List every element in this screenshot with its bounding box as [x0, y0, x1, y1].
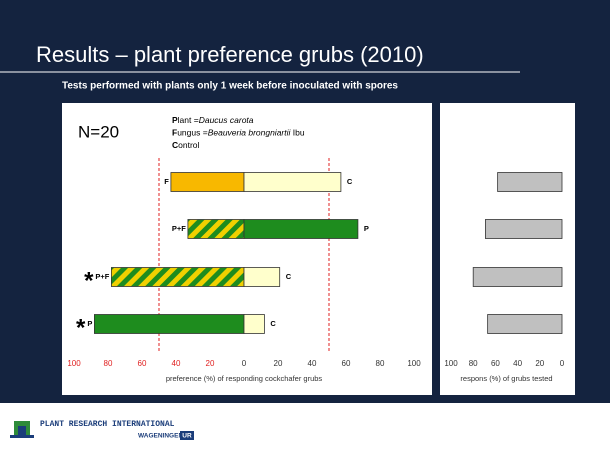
bar-label-right: C [286, 272, 292, 281]
x-axis-label: respons (%) of grubs tested [460, 374, 552, 383]
sample-size: N=20 [78, 122, 119, 141]
x-tick-label: 60 [342, 359, 351, 368]
x-axis-label: preference (%) of responding cockchafer … [166, 374, 323, 383]
significance-mark: * [84, 267, 94, 294]
bar-label-right: C [270, 319, 276, 328]
bar-right [243, 267, 281, 287]
ur: UR [182, 433, 192, 440]
x-tick-label: 60 [491, 359, 500, 368]
bar-label-right: C [347, 177, 353, 186]
footer-band [0, 403, 610, 461]
legend-bold: F [172, 128, 177, 138]
bar [485, 219, 563, 239]
x-tick-label: 0 [242, 359, 247, 368]
university: WAGENINGEN [138, 433, 183, 440]
x-tick-label: 20 [206, 359, 215, 368]
logo: PLANT RESEARCH INTERNATIONAL WAGENINGEN … [10, 420, 194, 440]
bar-right [243, 172, 342, 192]
legend-entry: Plant =Daucus carota [172, 115, 254, 125]
legend-text: ungus = [177, 128, 208, 138]
x-tick-label: 40 [172, 359, 181, 368]
legend-bold: P [172, 115, 178, 125]
subtitle: Tests performed with plants only 1 week … [62, 81, 398, 92]
bar-label-right: P [364, 224, 369, 233]
x-tick-label: 80 [469, 359, 478, 368]
legend-entry: Control [172, 140, 200, 150]
bar-left [111, 267, 245, 287]
bar-label-left: P+F [95, 272, 109, 281]
logo-base [10, 435, 34, 438]
right-panel [440, 103, 575, 395]
bar-right [243, 219, 359, 239]
legend-italic: Daucus carota [199, 115, 254, 125]
bar-left [94, 314, 245, 334]
x-tick-label: 0 [560, 359, 565, 368]
legend: Plant =Daucus carota Fungus =Beauveria br… [172, 115, 305, 150]
x-tick-label: 100 [67, 359, 81, 368]
bar-left [187, 219, 245, 239]
x-tick-label: 20 [535, 359, 544, 368]
plot: 100 80 60 40 20 0 20 40 60 80 100 preference (%) of… [67, 158, 565, 383]
bar-label-left: P [87, 319, 92, 328]
logo-icon-inner [18, 426, 26, 435]
significance-mark: * [76, 314, 86, 341]
bar-label-left: F [164, 177, 169, 186]
bar-label-left: P+F [172, 224, 186, 233]
legend-tail: Ibu [290, 128, 304, 138]
x-tick-label: 60 [138, 359, 147, 368]
slide-title: Results – plant preference grubs (2010) [36, 42, 424, 67]
x-tick-label: 40 [308, 359, 317, 368]
bar [487, 314, 563, 334]
ur-box [180, 431, 194, 440]
bar-left [170, 172, 245, 192]
legend-italic: Beauveria brongniartii [208, 128, 292, 138]
x-tick-label: 100 [444, 359, 458, 368]
bar [497, 172, 563, 192]
x-tick-label: 40 [513, 359, 522, 368]
x-tick-label: 80 [376, 359, 385, 368]
left-panel [62, 103, 432, 395]
legend-entry: Fungus =Beauveria brongniartii Ibu [172, 128, 305, 138]
legend-text: ontrol [178, 140, 199, 150]
organization: PLANT RESEARCH INTERNATIONAL [40, 420, 175, 429]
legend-text: lant = [178, 115, 199, 125]
bar-right [243, 314, 265, 334]
x-tick-label: 100 [407, 359, 421, 368]
x-tick-label: 20 [274, 359, 283, 368]
x-tick-label: 80 [104, 359, 113, 368]
legend-bold: C [172, 140, 178, 150]
bar [472, 267, 563, 287]
